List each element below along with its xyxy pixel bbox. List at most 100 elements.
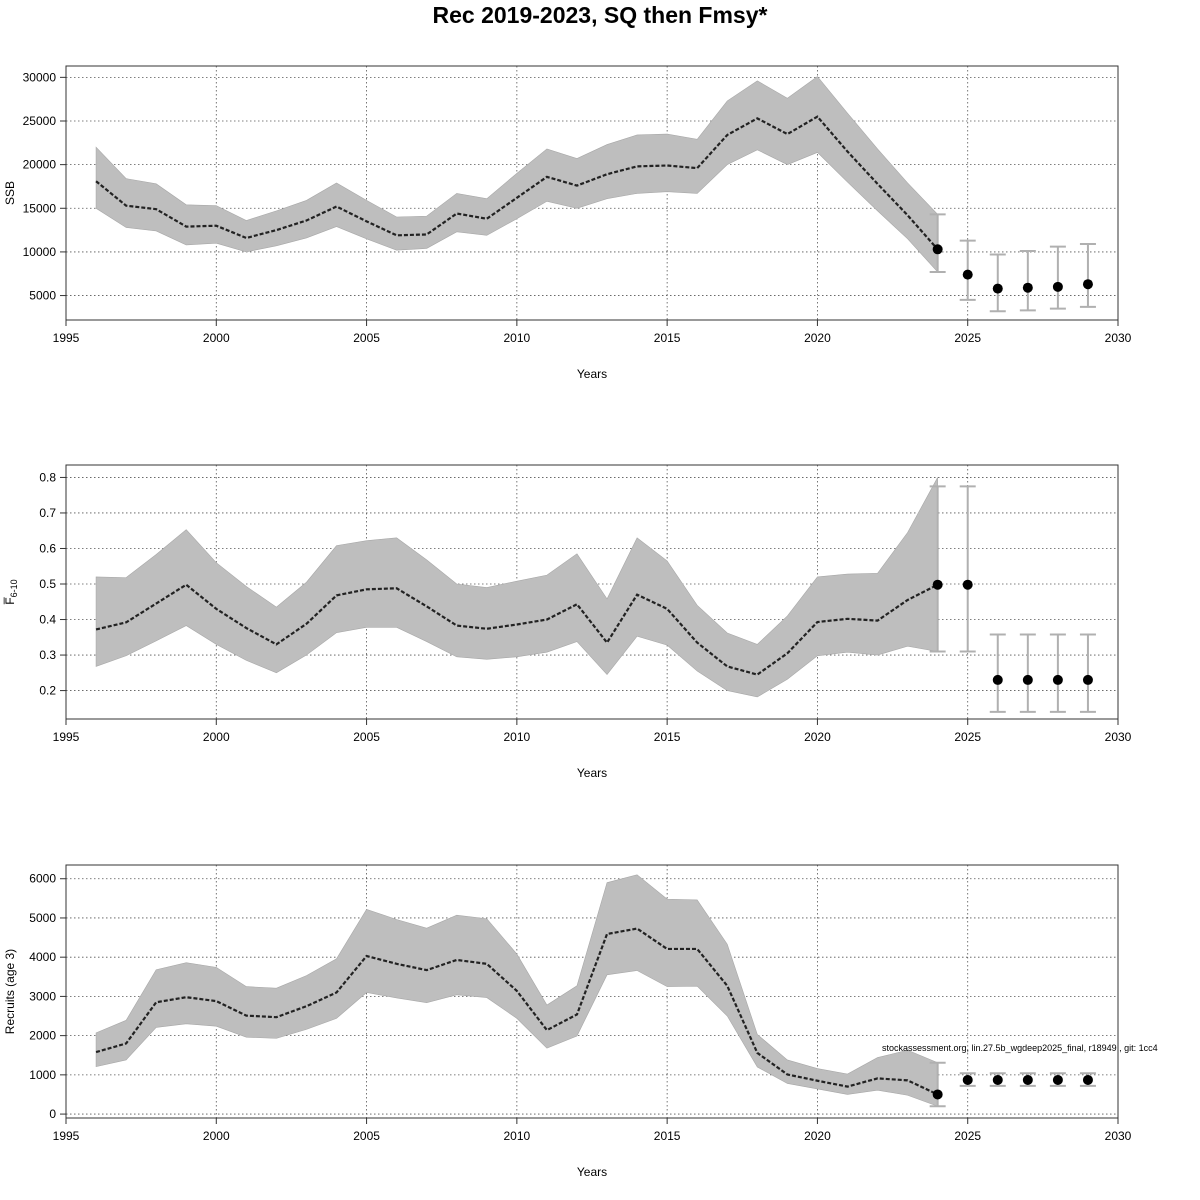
f-y-tick-label-0.5: 0.5	[39, 577, 56, 591]
rec-plot-frame	[65, 864, 1119, 1119]
f-y-axis-label-subscript: 6-10	[9, 579, 19, 597]
ssb-estimate-line	[95, 115, 939, 251]
f-x-tick-label-2010: 2010	[504, 730, 531, 744]
rec-forecast-2025	[959, 1072, 976, 1087]
f-forecast-point-2025	[962, 579, 973, 590]
rec-y-tick-label-1000: 1000	[29, 1068, 56, 1082]
ssb-x-tick-label-2015: 2015	[654, 331, 681, 345]
rec-estimate-line	[95, 927, 939, 1096]
rec-x-axis: 1995 2000 2005 2010 2015 2020 2025 2030 Years	[53, 1118, 1132, 1179]
ssb-x-tick-label-2010: 2010	[504, 331, 531, 345]
ssb-forecast-point-2026	[992, 283, 1003, 294]
rec-forecast-point-2026	[992, 1074, 1003, 1085]
f-forecast-point-2026	[992, 674, 1003, 685]
ssb-plot-frame	[65, 65, 1119, 321]
ssb-x-axis-label: Years	[577, 367, 607, 381]
ssb-x-tick-label-2025: 2025	[954, 331, 981, 345]
ssb-grid	[65, 66, 1119, 320]
f-y-tick-label-0.7: 0.7	[39, 506, 56, 520]
f-forecast-2029	[1079, 633, 1096, 713]
f-forecast-point-2028	[1052, 674, 1063, 685]
rec-x-tick-label-2000: 2000	[203, 1129, 230, 1143]
f-plot-frame	[65, 464, 1119, 720]
f-x-axis: 1995 2000 2005 2010 2015 2020 2025 2030 Years	[53, 719, 1132, 780]
ssb-x-tick-label-1995: 1995	[53, 331, 80, 345]
f-grid	[65, 465, 1119, 719]
ssb-panel: 1995 2000 2005 2010 2015 2020 2025 2030 Years 500…	[3, 65, 1132, 381]
rec-grid	[65, 865, 1119, 1118]
f-forecast-point-2024	[932, 579, 943, 590]
f-y-tick-label-0.8: 0.8	[39, 470, 56, 484]
f-y-axis: 0.2 0.3 0.4 0.5 0.6 0.7 0.8 F̅6-10	[3, 470, 66, 698]
ssb-forecast-point-2024	[932, 244, 943, 255]
f-y-tick-label-0.3: 0.3	[39, 648, 56, 662]
rec-forecast-2026	[989, 1072, 1006, 1087]
rec-y-tick-label-0: 0	[49, 1107, 56, 1121]
ssb-y-tick-label-10000: 10000	[23, 245, 57, 259]
rec-y-tick-label-4000: 4000	[29, 950, 56, 964]
ssb-forecast-point-2025	[962, 269, 973, 280]
ssb-y-tick-label-20000: 20000	[23, 158, 57, 172]
ssb-x-tick-label-2005: 2005	[353, 331, 380, 345]
f-x-axis-label: Years	[577, 766, 607, 780]
f-y-axis-label: F̅6-10	[3, 579, 19, 604]
rec-y-axis: 0 1000 2000 3000 4000 5000 6000 Recruits (age 3…	[3, 872, 66, 1121]
rec-y-tick-label-3000: 3000	[29, 989, 56, 1003]
f-x-tick-label-2020: 2020	[804, 730, 831, 744]
f-forecast-2027	[1019, 633, 1036, 713]
f-forecast-2024	[929, 485, 946, 653]
ssb-y-axis-label: SSB	[3, 181, 17, 205]
rec-x-tick-label-2020: 2020	[804, 1129, 831, 1143]
rec-forecast-point-2024	[932, 1089, 943, 1100]
rec-forecast-2024	[929, 1061, 946, 1108]
ssb-y-tick-label-15000: 15000	[23, 201, 57, 215]
rec-x-tick-label-2010: 2010	[504, 1129, 531, 1143]
ssb-x-tick-label-2000: 2000	[203, 331, 230, 345]
ssb-forecast-point-2027	[1022, 282, 1033, 293]
rec-y-tick-label-5000: 5000	[29, 911, 56, 925]
f-x-tick-label-2000: 2000	[203, 730, 230, 744]
rec-x-tick-label-2025: 2025	[954, 1129, 981, 1143]
f-x-tick-label-2025: 2025	[954, 730, 981, 744]
rec-forecast-point-2028	[1052, 1074, 1063, 1085]
ssb-x-tick-label-2030: 2030	[1105, 331, 1132, 345]
f-forecast-point-2027	[1022, 674, 1033, 685]
f-x-tick-label-2005: 2005	[353, 730, 380, 744]
rec-forecast-2027	[1019, 1072, 1036, 1087]
watermark-text: stockassessment.org, lin.27.5b_wgdeep202…	[882, 1043, 1158, 1053]
rec-forecast-2028	[1049, 1072, 1066, 1087]
f-forecast-2026	[989, 633, 1006, 713]
ssb-forecast-point-2028	[1052, 281, 1063, 292]
ssb-x-tick-label-2020: 2020	[804, 331, 831, 345]
f-estimate-line	[95, 583, 939, 676]
ssb-y-tick-label-25000: 25000	[23, 114, 57, 128]
rec-x-tick-label-2030: 2030	[1105, 1129, 1132, 1143]
ssb-y-axis: 5000 10000 15000 20000 25000 30000 SSB	[3, 70, 66, 303]
ssb-forecast-point-2029	[1082, 279, 1093, 290]
f-y-tick-label-0.2: 0.2	[39, 684, 56, 698]
f-x-tick-label-1995: 1995	[53, 730, 80, 744]
f-y-tick-label-0.4: 0.4	[39, 613, 56, 627]
rec-x-tick-label-2015: 2015	[654, 1129, 681, 1143]
f-x-tick-label-2030: 2030	[1105, 730, 1132, 744]
rec-y-tick-label-6000: 6000	[29, 872, 56, 886]
recruits-panel: 1995 2000 2005 2010 2015 2020 2025 2030 Years 0 10…	[3, 864, 1132, 1179]
f-forecast-point-2029	[1082, 674, 1093, 685]
ssb-forecast-2024	[929, 213, 946, 273]
chart-title: Rec 2019-2023, SQ then Fmsy*	[432, 2, 768, 28]
rec-forecast-point-2027	[1022, 1074, 1033, 1085]
rec-x-tick-label-2005: 2005	[353, 1129, 380, 1143]
ssb-forecast-2026	[989, 253, 1006, 313]
rec-x-axis-label: Years	[577, 1165, 607, 1179]
f-y-tick-label-0.6: 0.6	[39, 541, 56, 555]
rec-forecast-point-2029	[1082, 1074, 1093, 1085]
rec-y-tick-label-2000: 2000	[29, 1029, 56, 1043]
rec-x-tick-label-1995: 1995	[53, 1129, 80, 1143]
f-x-tick-label-2015: 2015	[654, 730, 681, 744]
f-forecast-2028	[1049, 633, 1066, 713]
f-panel: 1995 2000 2005 2010 2015 2020 2025 2030 Years 0.2…	[3, 464, 1132, 780]
ssb-y-tick-label-30000: 30000	[23, 70, 57, 84]
rec-y-axis-label: Recruits (age 3)	[3, 949, 17, 1034]
ssb-forecast-2029	[1079, 243, 1096, 308]
